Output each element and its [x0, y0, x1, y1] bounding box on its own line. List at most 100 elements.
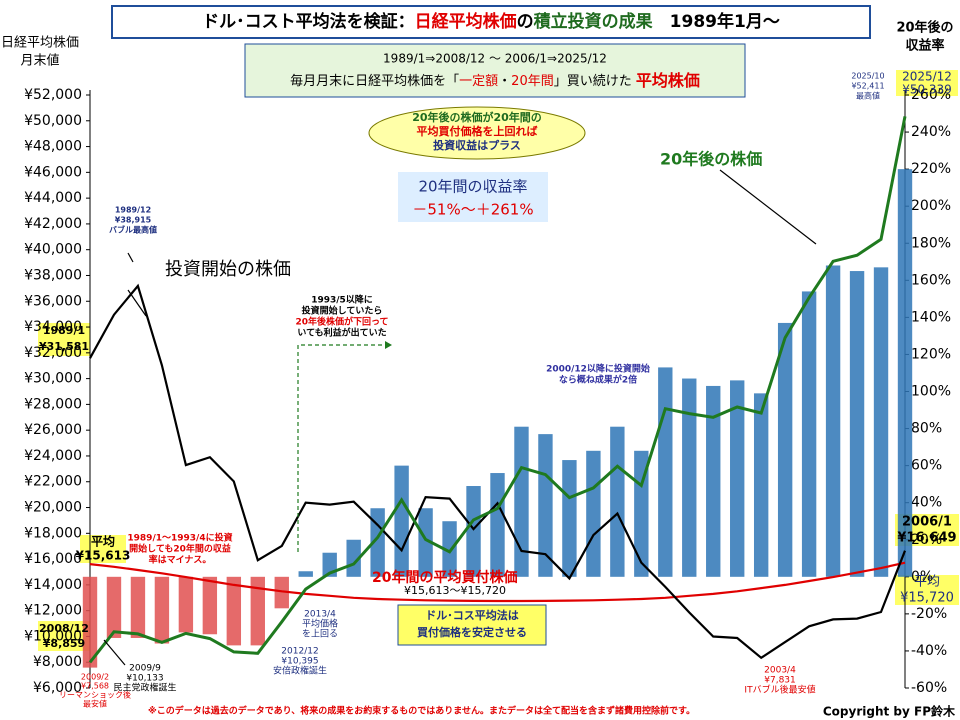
annotation: を上回る: [302, 629, 338, 640]
y2-tick-label: 160%: [911, 272, 951, 288]
return-bar: [106, 576, 122, 638]
annotation: －51%～＋261%: [412, 201, 533, 219]
y2-tick-label: 40%: [911, 495, 942, 511]
y-tick-label: ¥32,000: [24, 345, 82, 361]
title-part: ドル･コスト平均法を検証：: [202, 11, 415, 32]
return-bar: [897, 169, 913, 577]
annotation: 1993/5以降に: [311, 294, 373, 306]
y2-tick-label: 100%: [911, 384, 951, 400]
y2-tick-label: -40%: [911, 643, 947, 659]
annotation: 買付価格を安定させる: [417, 625, 527, 639]
y-tick-label: ¥28,000: [24, 396, 82, 412]
annotation: 2012/12: [281, 647, 318, 657]
return-bar: [178, 576, 194, 633]
annotation: 最高値: [856, 91, 880, 101]
annotation: 2003/4: [764, 666, 796, 676]
return-bar: [346, 539, 361, 577]
annotation: 最安値: [83, 699, 107, 709]
title-part: 積立投資の成果: [534, 11, 653, 32]
price-line: [88, 116, 907, 664]
return-bar: [274, 576, 289, 609]
annotation: バブル最高値: [109, 225, 157, 235]
annotation: 平均: [914, 575, 940, 590]
annotation: 2008/12: [39, 622, 89, 635]
y-tick-label: ¥18,000: [24, 525, 82, 541]
label-bg: [38, 323, 90, 356]
return-bar: [202, 576, 218, 635]
return-bar: [682, 378, 697, 577]
title-part: 1989年1月～: [653, 11, 780, 32]
annotation: 1989/1: [43, 324, 85, 337]
return-bar: [873, 267, 889, 577]
subtitle-box: [244, 43, 746, 98]
y2-tick-label: 80%: [911, 421, 942, 437]
annotation: 2006/1: [902, 515, 952, 530]
y2-tick-label: 140%: [911, 309, 951, 325]
y-tick-label: ¥12,000: [24, 603, 82, 619]
annotation: ¥7,568: [81, 682, 109, 691]
return-bar: [730, 380, 745, 577]
y2-tick-label: 200%: [911, 198, 951, 214]
annotation: 投資収益はプラス: [433, 138, 521, 152]
y2-tick-label: 120%: [911, 346, 951, 362]
annotation: 20年間の収益率: [418, 178, 527, 196]
annotation: 開始しても20年間の収益: [129, 543, 231, 555]
y-tick-label: ¥40,000: [24, 242, 82, 258]
annotation: ¥10,395: [281, 657, 318, 667]
annotation: ¥38,915: [115, 216, 152, 225]
subtitle-part: 一定額: [459, 74, 498, 89]
annotation: 2013/4: [304, 610, 336, 620]
return-bar: [418, 508, 433, 577]
y-tick-label: ¥38,000: [24, 267, 82, 283]
y2-tick-label: 220%: [911, 161, 951, 177]
subtitle: 毎月月末に日経平均株価を「一定額・20年間」買い続けた 平均株価: [290, 71, 700, 90]
annotation: 1989/1～1993/4に投資: [127, 532, 232, 544]
annotation: ドル･コス平均法は: [425, 608, 519, 622]
y2-tick-label: 260%: [911, 87, 951, 103]
y-tick-label: ¥20,000: [24, 500, 82, 516]
return-bar: [442, 521, 457, 577]
chart-title: ドル･コスト平均法を検証：日経平均株価の積立投資の成果 1989年1月～: [202, 11, 780, 32]
subtitle-part: ・: [498, 74, 511, 89]
price-line: [89, 283, 907, 660]
subtitle-part: 20年間: [511, 74, 554, 89]
y-tick-label: ¥42,000: [24, 216, 82, 232]
return-bar: [753, 393, 769, 577]
annotation: ¥7,831: [764, 676, 796, 686]
y-tick-label: ¥22,000: [24, 474, 82, 490]
y-tick-label: ¥8,000: [33, 654, 82, 670]
return-bar: [706, 385, 721, 577]
y2-tick-label: 0%: [911, 569, 933, 585]
subtitle: 1989/1⇒2008/12 ～ 2006/1⇒2025/12: [383, 52, 607, 66]
y-tick-label: ¥26,000: [24, 422, 82, 438]
annotation: ¥16,649: [897, 531, 956, 546]
annotation: 2009/2: [81, 673, 109, 682]
pointer: [719, 169, 817, 245]
annotation: 率はマイナス。: [149, 554, 212, 566]
return-bar: [226, 576, 242, 646]
y2-tick-label: 60%: [911, 458, 942, 474]
label-bg: [896, 70, 958, 96]
annotation: 2000/12以降に投資開始: [546, 363, 650, 375]
y2-axis-label: 収益率: [905, 38, 944, 54]
arrow-head: [385, 341, 392, 349]
y-tick-label: ¥48,000: [24, 139, 82, 155]
title-part: 日経平均株価: [415, 11, 517, 32]
annotation: 平均買付価格を上回れば: [417, 124, 538, 138]
footnote: ※このデータは過去のデータであり、将来の成果をお約束するものではありません。また…: [148, 705, 695, 717]
y-tick-label: ¥24,000: [24, 448, 82, 464]
return-bar: [825, 265, 841, 577]
series-label: 20年後の株価: [660, 150, 762, 169]
annotation: 1989/12: [115, 206, 151, 215]
annotation: ¥15,613: [76, 549, 131, 563]
note-oval: [368, 106, 586, 160]
return-bar: [610, 426, 625, 577]
y2-tick-label: -60%: [911, 680, 947, 696]
dashed-arrow: [297, 344, 392, 552]
y-tick-label: ¥34,000: [24, 319, 82, 335]
y2-tick-label: 20%: [911, 532, 942, 548]
y2-tick-label: -20%: [911, 606, 947, 622]
price-line: [89, 561, 906, 603]
y-tick-label: ¥30,000: [24, 371, 82, 387]
